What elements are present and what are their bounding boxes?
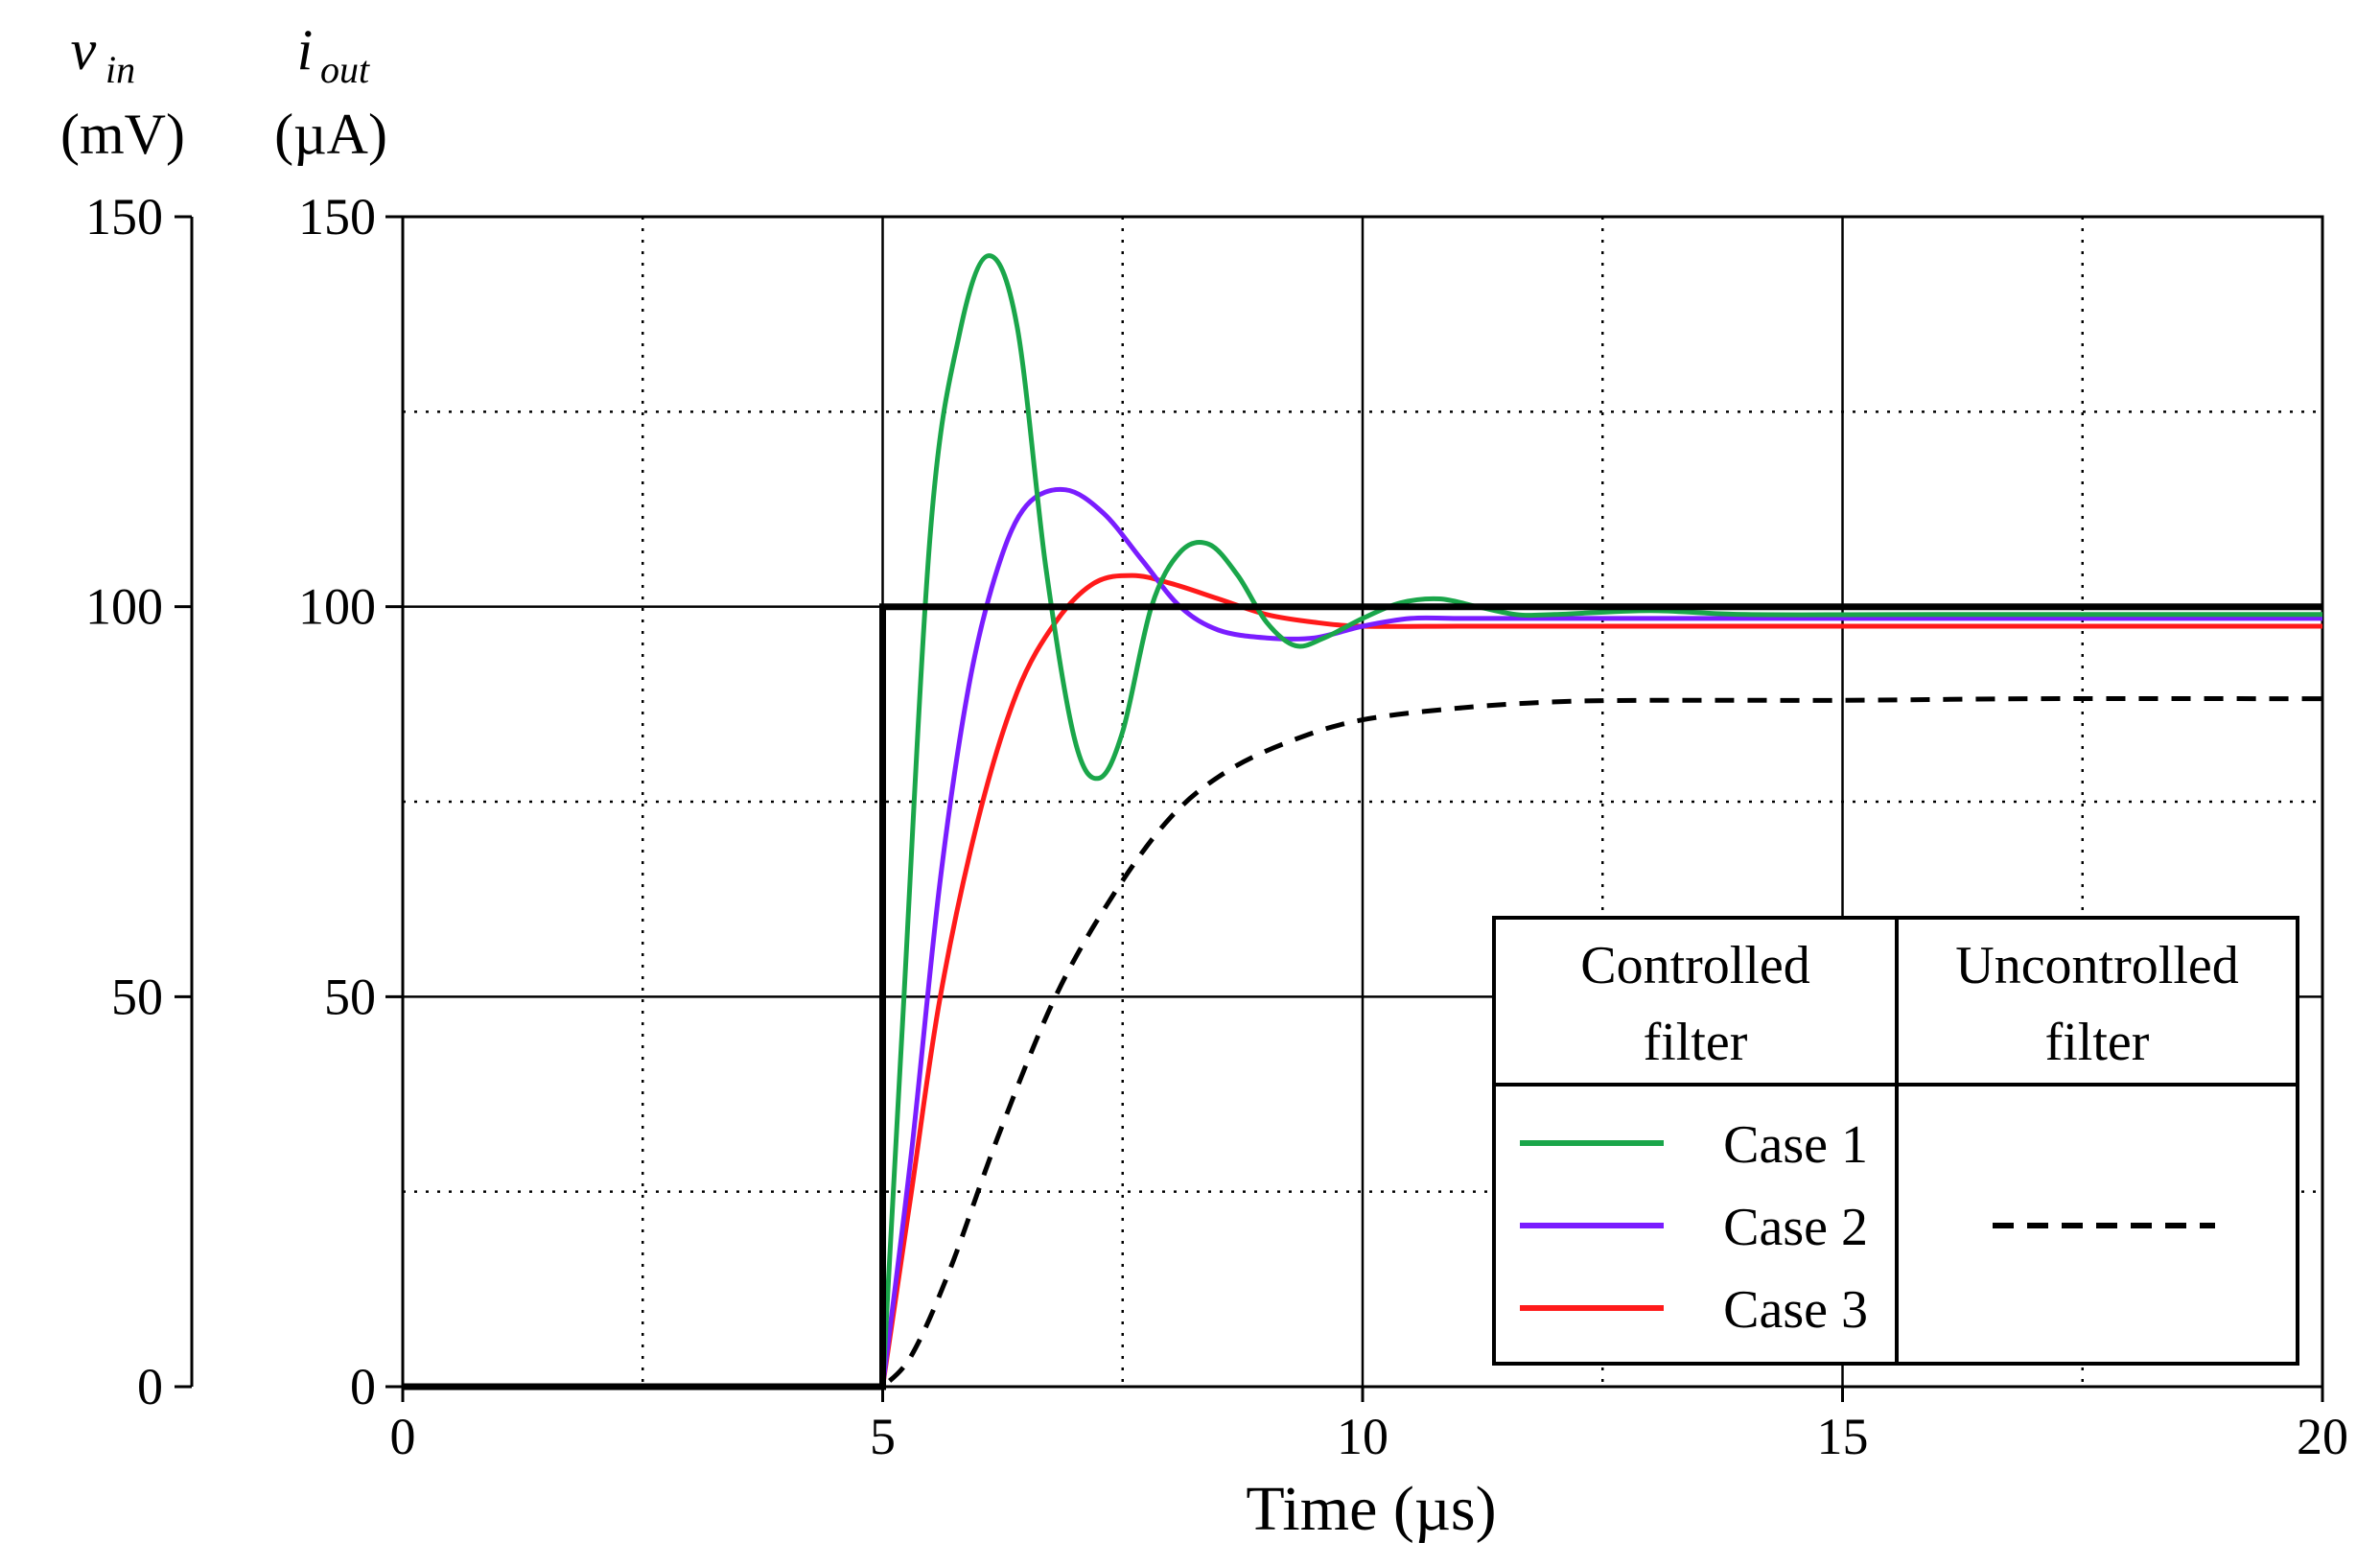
- x-tick-label: 10: [1337, 1408, 1388, 1465]
- legend-header-uncontrolled-line1: Uncontrolled: [1955, 936, 2238, 995]
- ticks: 0 5 10 15 20 0 50 100 150 0 50 100 150: [85, 188, 2348, 1465]
- vin-sub: in: [105, 48, 135, 91]
- vin-tick-label: 50: [111, 968, 163, 1025]
- x-tick-label: 15: [1817, 1408, 1869, 1465]
- iout-tick-label: 150: [298, 188, 376, 245]
- legend-label-3: Case 3: [1723, 1280, 1868, 1340]
- legend-label-1: Case 1: [1723, 1115, 1868, 1175]
- legend-header-controlled-line1: Controlled: [1580, 936, 1810, 995]
- legend: Controlled filter Uncontrolled filter Case 1…: [1492, 916, 2299, 1366]
- series: [403, 253, 2323, 1391]
- x-tick-label: 5: [870, 1408, 896, 1465]
- x-axis-label: Time (µs): [1246, 1474, 1496, 1544]
- vin-tick-label: 100: [85, 578, 163, 636]
- x-tick-label: 20: [2297, 1408, 2348, 1465]
- vin-axis-title: v in (mV): [60, 18, 185, 166]
- iout-sub: out: [320, 48, 370, 91]
- series-line-case-1: [403, 253, 2322, 1390]
- vin-tick-label: 150: [85, 188, 163, 245]
- x-tick-label: 0: [390, 1408, 416, 1465]
- iout-unit: (µA): [274, 103, 387, 166]
- vin-unit: (mV): [60, 103, 185, 166]
- iout-var: i: [297, 18, 314, 82]
- legend-header-controlled-line2: filter: [1644, 1013, 1748, 1072]
- legend-label-2: Case 2: [1723, 1198, 1868, 1257]
- legend-header-uncontrolled-line2: filter: [2045, 1013, 2150, 1072]
- series-line-uncontrolled: [403, 696, 2323, 1390]
- iout-tick-label: 50: [324, 968, 376, 1025]
- iout-tick-label: 100: [298, 578, 376, 636]
- vin-var: v: [71, 18, 97, 82]
- iout-tick-label: 0: [350, 1358, 376, 1415]
- vin-tick-label: 0: [137, 1358, 163, 1415]
- series-line-case-3: [403, 573, 2322, 1390]
- series-line-v-in: [403, 603, 2322, 1391]
- iout-axis-title: i out (µA): [274, 18, 387, 166]
